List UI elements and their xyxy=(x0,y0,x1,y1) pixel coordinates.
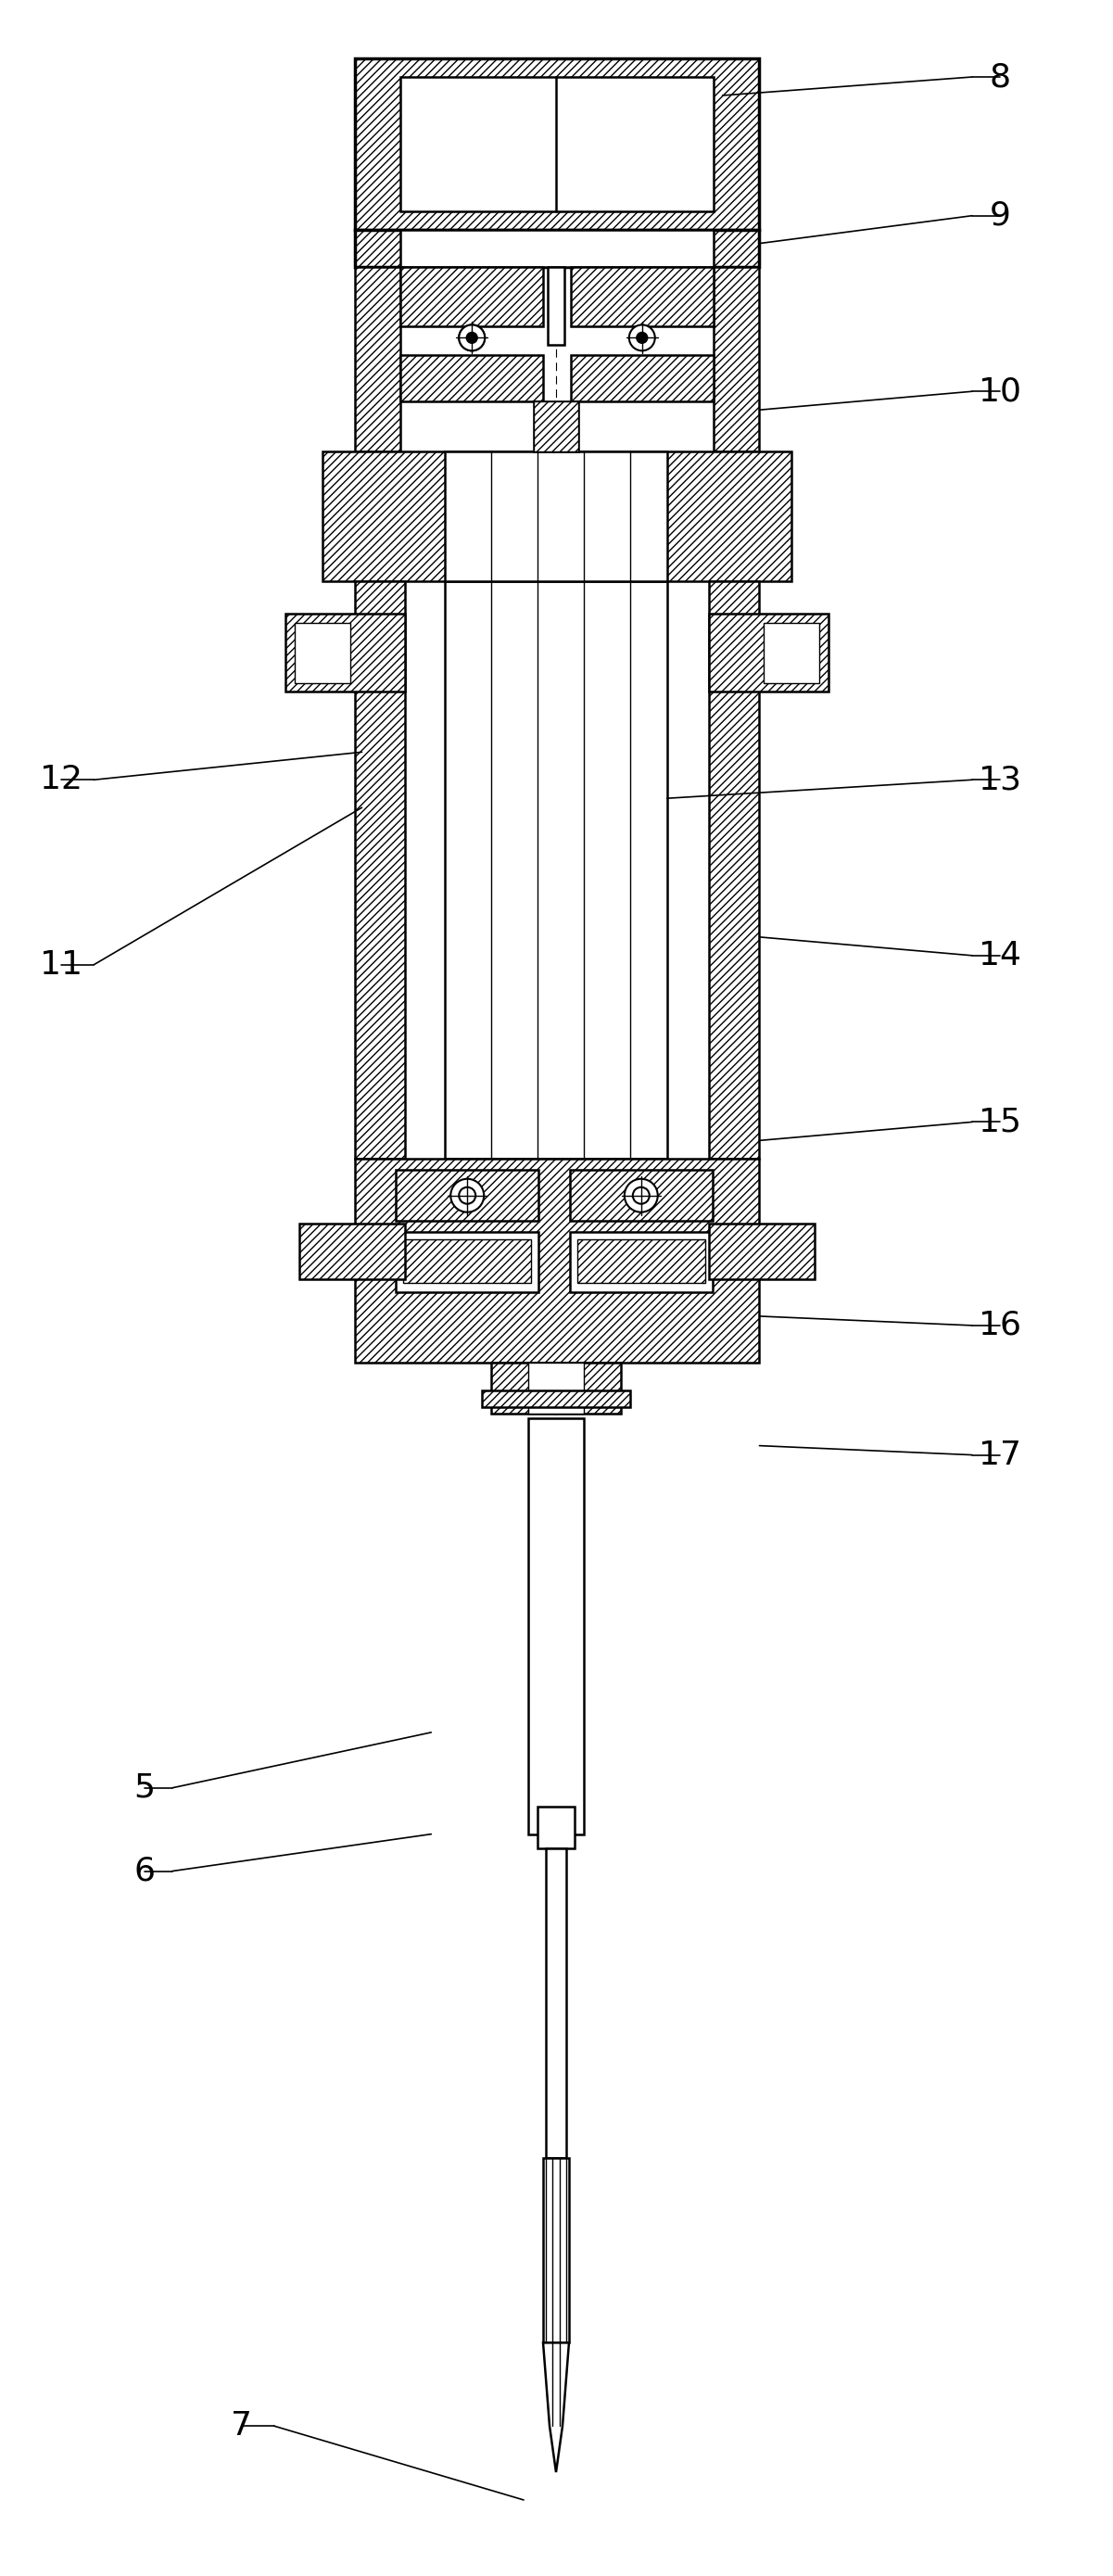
Circle shape xyxy=(466,332,477,343)
Text: 15: 15 xyxy=(978,1105,1021,1139)
Bar xyxy=(299,1224,405,1280)
Bar xyxy=(354,59,759,229)
Text: 14: 14 xyxy=(978,940,1021,971)
Circle shape xyxy=(624,1180,658,1213)
Bar xyxy=(354,229,759,265)
Text: 12: 12 xyxy=(40,765,82,796)
Bar xyxy=(401,77,713,211)
Circle shape xyxy=(637,332,647,343)
Bar xyxy=(538,1806,574,1847)
Bar xyxy=(354,1159,759,1363)
Circle shape xyxy=(633,1188,649,1203)
Bar xyxy=(445,582,667,1159)
Bar xyxy=(764,623,819,683)
Text: 9: 9 xyxy=(989,201,1011,232)
Bar xyxy=(294,623,349,683)
Bar xyxy=(354,265,401,451)
Text: 11: 11 xyxy=(40,948,82,981)
Text: 16: 16 xyxy=(978,1309,1021,1342)
Bar xyxy=(354,582,405,1159)
Bar xyxy=(713,265,759,451)
Bar xyxy=(401,265,543,327)
Text: 13: 13 xyxy=(978,765,1021,796)
Bar xyxy=(543,2159,569,2342)
Bar xyxy=(529,1363,584,1414)
Bar xyxy=(396,1170,539,1221)
Circle shape xyxy=(629,325,654,350)
Bar xyxy=(529,1417,584,1834)
Bar xyxy=(534,402,579,451)
Bar xyxy=(285,613,405,693)
Bar xyxy=(401,355,543,402)
Bar xyxy=(570,1231,712,1293)
Bar xyxy=(491,1363,621,1414)
Circle shape xyxy=(451,1180,484,1213)
Text: 17: 17 xyxy=(978,1440,1021,1471)
Bar xyxy=(709,613,829,693)
Bar xyxy=(534,402,579,451)
Bar xyxy=(709,582,759,1159)
Bar xyxy=(482,1391,630,1406)
Bar xyxy=(571,355,713,402)
Text: 8: 8 xyxy=(989,62,1011,93)
Text: 6: 6 xyxy=(134,1855,155,1886)
Bar xyxy=(401,229,713,265)
Text: 7: 7 xyxy=(232,2411,253,2442)
Text: 10: 10 xyxy=(978,376,1021,407)
Bar xyxy=(570,1170,712,1221)
Bar xyxy=(571,265,713,327)
Bar xyxy=(578,1239,705,1283)
Bar xyxy=(404,1239,531,1283)
Polygon shape xyxy=(543,2342,569,2473)
Bar xyxy=(445,451,667,582)
Bar xyxy=(322,451,791,582)
Bar xyxy=(545,1847,567,2159)
Text: 5: 5 xyxy=(134,1772,155,1803)
Circle shape xyxy=(459,325,485,350)
Bar xyxy=(709,1224,815,1280)
Circle shape xyxy=(459,1188,475,1203)
Bar xyxy=(548,265,564,345)
Circle shape xyxy=(459,325,485,350)
Bar xyxy=(396,1231,539,1293)
